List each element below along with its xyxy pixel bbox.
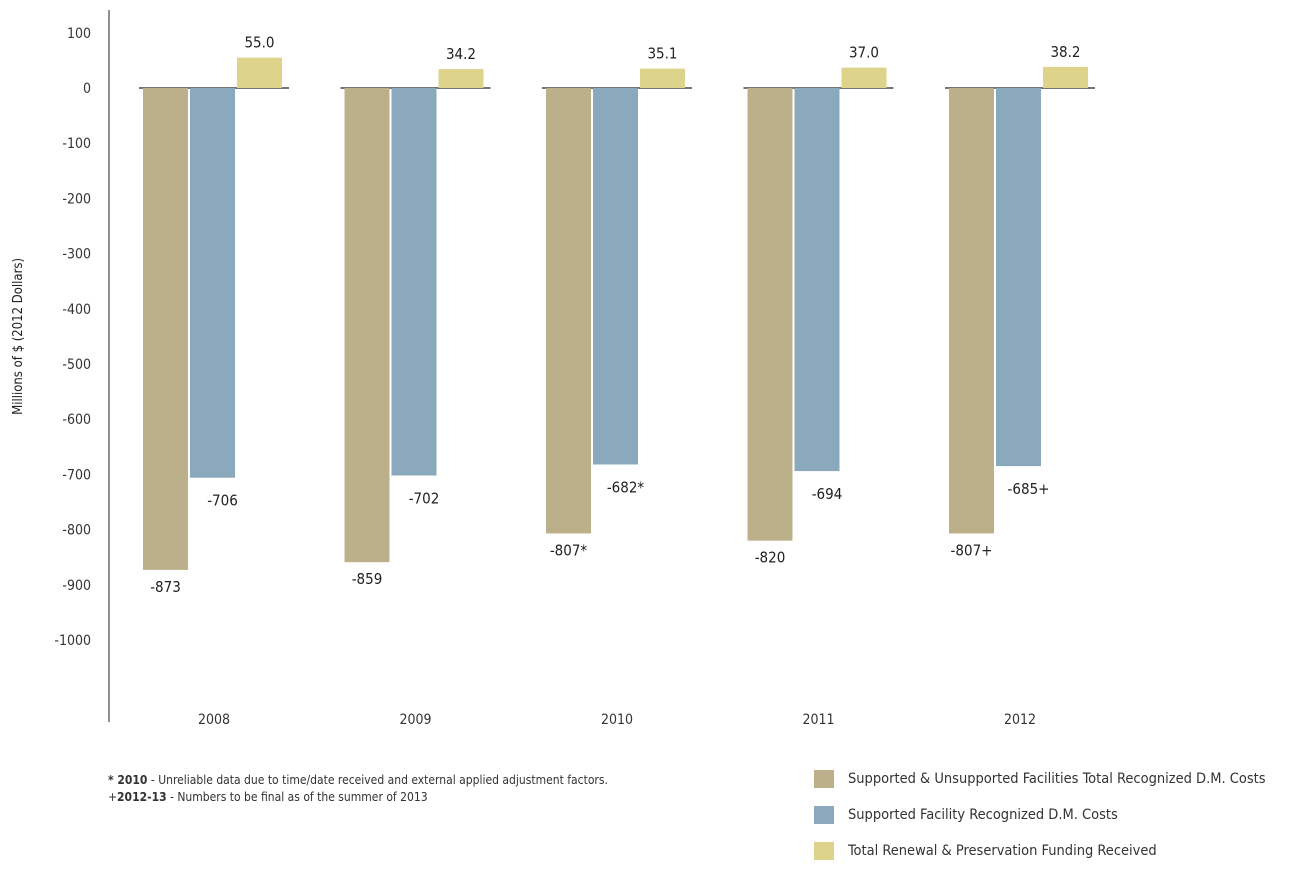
data-label: 35.1 xyxy=(647,45,677,63)
bar-renewal-funding xyxy=(640,68,685,88)
y-tick-label: -700 xyxy=(62,467,91,483)
footnote-2010-key: * 2010 xyxy=(108,773,148,787)
data-label: -685+ xyxy=(1008,480,1050,498)
y-axis-label: Millions of $ (2012 Dollars) xyxy=(11,258,26,415)
data-label: -807+ xyxy=(951,541,993,559)
y-tick-label: -800 xyxy=(62,523,91,539)
bar-renewal-funding xyxy=(841,67,887,88)
legend-swatch-supported-facility xyxy=(814,806,834,824)
bar-total-recognized xyxy=(143,88,188,570)
y-tick-label: 100 xyxy=(67,26,91,42)
bar-renewal-funding xyxy=(1043,66,1088,88)
legend-label-supported-facility: Supported Facility Recognized D.M. Costs xyxy=(848,807,1118,823)
legend-item-total-recognized: Supported & Unsupported Facilities Total… xyxy=(814,770,1266,788)
data-label: 38.2 xyxy=(1050,43,1080,61)
y-tick-label: 0 xyxy=(83,81,91,97)
data-label: -859 xyxy=(352,570,383,588)
data-label: 55.0 xyxy=(244,34,274,52)
data-label: -807* xyxy=(550,541,588,559)
bar-chart: 100 0 -100 -200 -300 -400 -500 -600 -700 -800 -900… xyxy=(11,10,1095,728)
legend: Supported & Unsupported Facilities Total… xyxy=(814,770,1266,878)
footnotes: * 2010 - Unreliable data due to time/dat… xyxy=(108,772,608,806)
data-label: -682* xyxy=(607,478,645,496)
bar-supported-facility xyxy=(190,88,235,478)
y-tick-label: -600 xyxy=(62,412,91,428)
bar-supported-facility xyxy=(996,88,1041,467)
bar-renewal-funding xyxy=(237,57,282,88)
bar-renewal-funding xyxy=(438,69,484,88)
data-label: -694 xyxy=(812,485,843,503)
x-tick-label: 2012 xyxy=(1004,712,1036,728)
footnote-2012-13: +2012-13 - Numbers to be final as of the… xyxy=(108,789,608,806)
footnote-2012-13-key: 2012-13 xyxy=(117,790,167,804)
y-tick-label: -500 xyxy=(62,357,91,373)
y-tick-label: -300 xyxy=(62,247,91,263)
legend-swatch-total-recognized xyxy=(814,770,834,788)
x-tick-label: 2010 xyxy=(601,712,633,728)
bar-total-recognized xyxy=(949,88,994,534)
legend-swatch-renewal-funding xyxy=(814,842,834,860)
legend-label-total-recognized: Supported & Unsupported Facilities Total… xyxy=(848,771,1266,787)
bar-total-recognized xyxy=(546,88,591,534)
legend-label-renewal-funding: Total Renewal & Preservation Funding Rec… xyxy=(848,843,1157,859)
footnote-2010-text: - Unreliable data due to time/date recei… xyxy=(147,773,608,787)
y-tick-label: -900 xyxy=(62,578,91,594)
data-label: 37.0 xyxy=(849,44,879,62)
data-label: -873 xyxy=(150,578,181,596)
bar-supported-facility xyxy=(391,88,437,476)
data-label: -706 xyxy=(207,492,238,510)
bar-total-recognized xyxy=(747,88,793,541)
data-label: 34.2 xyxy=(446,45,476,63)
x-tick-label: 2008 xyxy=(198,712,230,728)
bar-supported-facility xyxy=(593,88,638,465)
bar-total-recognized xyxy=(344,88,390,563)
legend-item-supported-facility: Supported Facility Recognized D.M. Costs xyxy=(814,806,1266,824)
footnote-2012-13-prefix: + xyxy=(108,790,118,804)
bar-supported-facility xyxy=(794,88,840,472)
x-tick-label: 2009 xyxy=(399,712,431,728)
footnote-2010: * 2010 - Unreliable data due to time/dat… xyxy=(108,772,608,789)
data-label: -702 xyxy=(409,490,440,508)
data-label: -820 xyxy=(755,549,786,567)
y-tick-label: -100 xyxy=(62,136,91,152)
y-tick-label: -400 xyxy=(62,302,91,318)
legend-item-renewal-funding: Total Renewal & Preservation Funding Rec… xyxy=(814,842,1266,860)
footnote-2012-13-text: - Numbers to be final as of the summer o… xyxy=(166,790,428,804)
x-tick-label: 2011 xyxy=(802,712,834,728)
y-tick-label: -200 xyxy=(62,191,91,207)
y-tick-label: -1000 xyxy=(54,633,91,649)
